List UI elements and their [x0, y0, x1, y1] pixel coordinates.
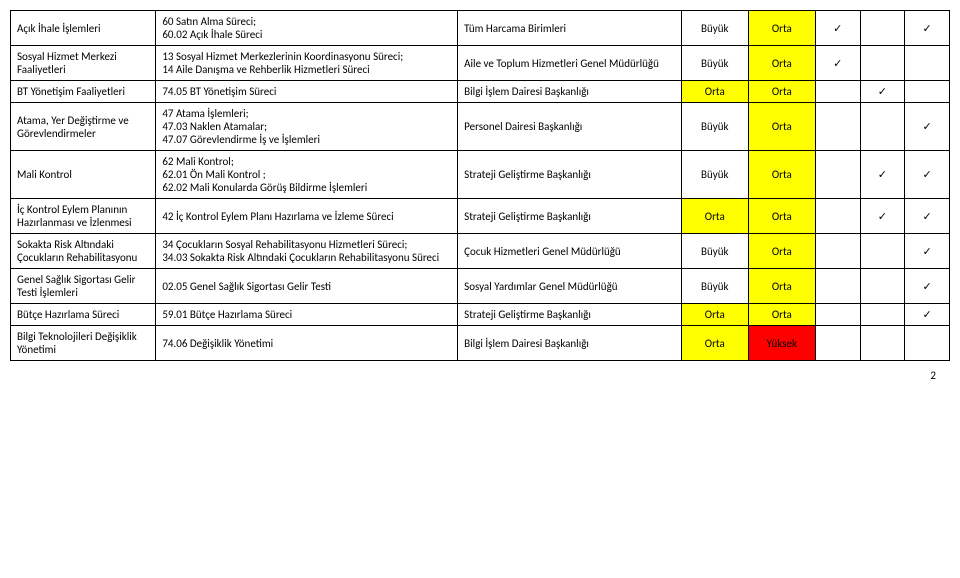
table-row: BT Yönetişim Faaliyetleri74.05 BT Yöneti… — [11, 81, 950, 103]
cell-unit: Bilgi İşlem Dairesi Başkanlığı — [458, 326, 682, 361]
cell-unit: Çocuk Hizmetleri Genel Müdürlüğü — [458, 234, 682, 269]
cell-level-b: Orta — [748, 11, 815, 46]
table-row: Genel Sağlık Sigortası Gelir Testi İşlem… — [11, 269, 950, 304]
cell-unit: Aile ve Toplum Hizmetleri Genel Müdürlüğ… — [458, 46, 682, 81]
cell-check-1: ✓ — [815, 46, 860, 81]
cell-process-name: Sosyal Hizmet Merkezi Faaliyetleri — [11, 46, 156, 81]
cell-sub-process: 62 Mali Kontrol;62.01 Ön Mali Kontrol ;6… — [156, 151, 458, 199]
cell-level-b: Orta — [748, 199, 815, 234]
table-row: Bütçe Hazırlama Süreci59.01 Bütçe Hazırl… — [11, 304, 950, 326]
cell-level-b: Orta — [748, 269, 815, 304]
cell-check-1 — [815, 103, 860, 151]
cell-check-3: ✓ — [905, 199, 950, 234]
cell-check-3: ✓ — [905, 234, 950, 269]
cell-check-1 — [815, 269, 860, 304]
cell-check-3: ✓ — [905, 304, 950, 326]
cell-level-a: Orta — [681, 199, 748, 234]
cell-sub-process: 42 İç Kontrol Eylem Planı Hazırlama ve İ… — [156, 199, 458, 234]
cell-sub-process: 02.05 Genel Sağlık Sigortası Gelir Testi — [156, 269, 458, 304]
cell-check-1 — [815, 234, 860, 269]
cell-level-b: Orta — [748, 81, 815, 103]
cell-check-3: ✓ — [905, 11, 950, 46]
cell-check-3: ✓ — [905, 103, 950, 151]
cell-level-a: Orta — [681, 304, 748, 326]
cell-check-2: ✓ — [860, 81, 905, 103]
cell-unit: Tüm Harcama Birimleri — [458, 11, 682, 46]
cell-level-a: Büyük — [681, 103, 748, 151]
cell-check-2 — [860, 234, 905, 269]
cell-process-name: BT Yönetişim Faaliyetleri — [11, 81, 156, 103]
cell-process-name: Atama, Yer Değiştirme ve Görevlendirmele… — [11, 103, 156, 151]
cell-check-2: ✓ — [860, 199, 905, 234]
cell-level-a: Orta — [681, 81, 748, 103]
cell-process-name: Açık İhale İşlemleri — [11, 11, 156, 46]
cell-process-name: Genel Sağlık Sigortası Gelir Testi İşlem… — [11, 269, 156, 304]
cell-sub-process: 74.06 Değişiklik Yönetimi — [156, 326, 458, 361]
cell-check-2 — [860, 269, 905, 304]
table-row: Mali Kontrol62 Mali Kontrol;62.01 Ön Mal… — [11, 151, 950, 199]
cell-check-1 — [815, 151, 860, 199]
cell-process-name: Sokakta Risk Altındaki Çocukların Rehabi… — [11, 234, 156, 269]
cell-sub-process: 59.01 Bütçe Hazırlama Süreci — [156, 304, 458, 326]
cell-check-2 — [860, 103, 905, 151]
cell-check-1: ✓ — [815, 11, 860, 46]
cell-level-b: Orta — [748, 234, 815, 269]
cell-level-a: Büyük — [681, 269, 748, 304]
cell-unit: Personel Dairesi Başkanlığı — [458, 103, 682, 151]
cell-check-2 — [860, 304, 905, 326]
cell-unit: Sosyal Yardımlar Genel Müdürlüğü — [458, 269, 682, 304]
cell-process-name: İç Kontrol Eylem Planının Hazırlanması v… — [11, 199, 156, 234]
cell-check-1 — [815, 199, 860, 234]
cell-sub-process: 34 Çocukların Sosyal Rehabilitasyonu Hiz… — [156, 234, 458, 269]
cell-level-b: Orta — [748, 103, 815, 151]
cell-level-b: Yüksek — [748, 326, 815, 361]
cell-level-a: Orta — [681, 326, 748, 361]
cell-check-1 — [815, 81, 860, 103]
cell-sub-process: 13 Sosyal Hizmet Merkezlerinin Koordinas… — [156, 46, 458, 81]
cell-check-3 — [905, 46, 950, 81]
cell-process-name: Bütçe Hazırlama Süreci — [11, 304, 156, 326]
cell-unit: Strateji Geliştirme Başkanlığı — [458, 304, 682, 326]
cell-check-1 — [815, 326, 860, 361]
cell-check-2 — [860, 326, 905, 361]
cell-check-2 — [860, 11, 905, 46]
cell-sub-process: 74.05 BT Yönetişim Süreci — [156, 81, 458, 103]
process-table: Açık İhale İşlemleri60 Satın Alma Süreci… — [10, 10, 950, 361]
cell-check-1 — [815, 304, 860, 326]
cell-unit: Strateji Geliştirme Başkanlığı — [458, 199, 682, 234]
cell-level-a: Büyük — [681, 11, 748, 46]
cell-sub-process: 60 Satın Alma Süreci;60.02 Açık İhale Sü… — [156, 11, 458, 46]
cell-check-2 — [860, 46, 905, 81]
cell-check-3 — [905, 326, 950, 361]
cell-level-a: Büyük — [681, 234, 748, 269]
cell-check-2: ✓ — [860, 151, 905, 199]
table-row: İç Kontrol Eylem Planının Hazırlanması v… — [11, 199, 950, 234]
table-row: Açık İhale İşlemleri60 Satın Alma Süreci… — [11, 11, 950, 46]
cell-level-a: Büyük — [681, 151, 748, 199]
cell-process-name: Mali Kontrol — [11, 151, 156, 199]
table-row: Sokakta Risk Altındaki Çocukların Rehabi… — [11, 234, 950, 269]
cell-check-3: ✓ — [905, 269, 950, 304]
table-row: Bilgi Teknolojileri Değişiklik Yönetimi7… — [11, 326, 950, 361]
cell-level-b: Orta — [748, 46, 815, 81]
table-row: Sosyal Hizmet Merkezi Faaliyetleri13 Sos… — [11, 46, 950, 81]
cell-unit: Bilgi İşlem Dairesi Başkanlığı — [458, 81, 682, 103]
cell-process-name: Bilgi Teknolojileri Değişiklik Yönetimi — [11, 326, 156, 361]
cell-level-b: Orta — [748, 304, 815, 326]
cell-check-3 — [905, 81, 950, 103]
cell-check-3: ✓ — [905, 151, 950, 199]
page-number: 2 — [10, 361, 950, 382]
cell-level-b: Orta — [748, 151, 815, 199]
cell-unit: Strateji Geliştirme Başkanlığı — [458, 151, 682, 199]
table-row: Atama, Yer Değiştirme ve Görevlendirmele… — [11, 103, 950, 151]
cell-sub-process: 47 Atama İşlemleri;47.03 Naklen Atamalar… — [156, 103, 458, 151]
cell-level-a: Büyük — [681, 46, 748, 81]
